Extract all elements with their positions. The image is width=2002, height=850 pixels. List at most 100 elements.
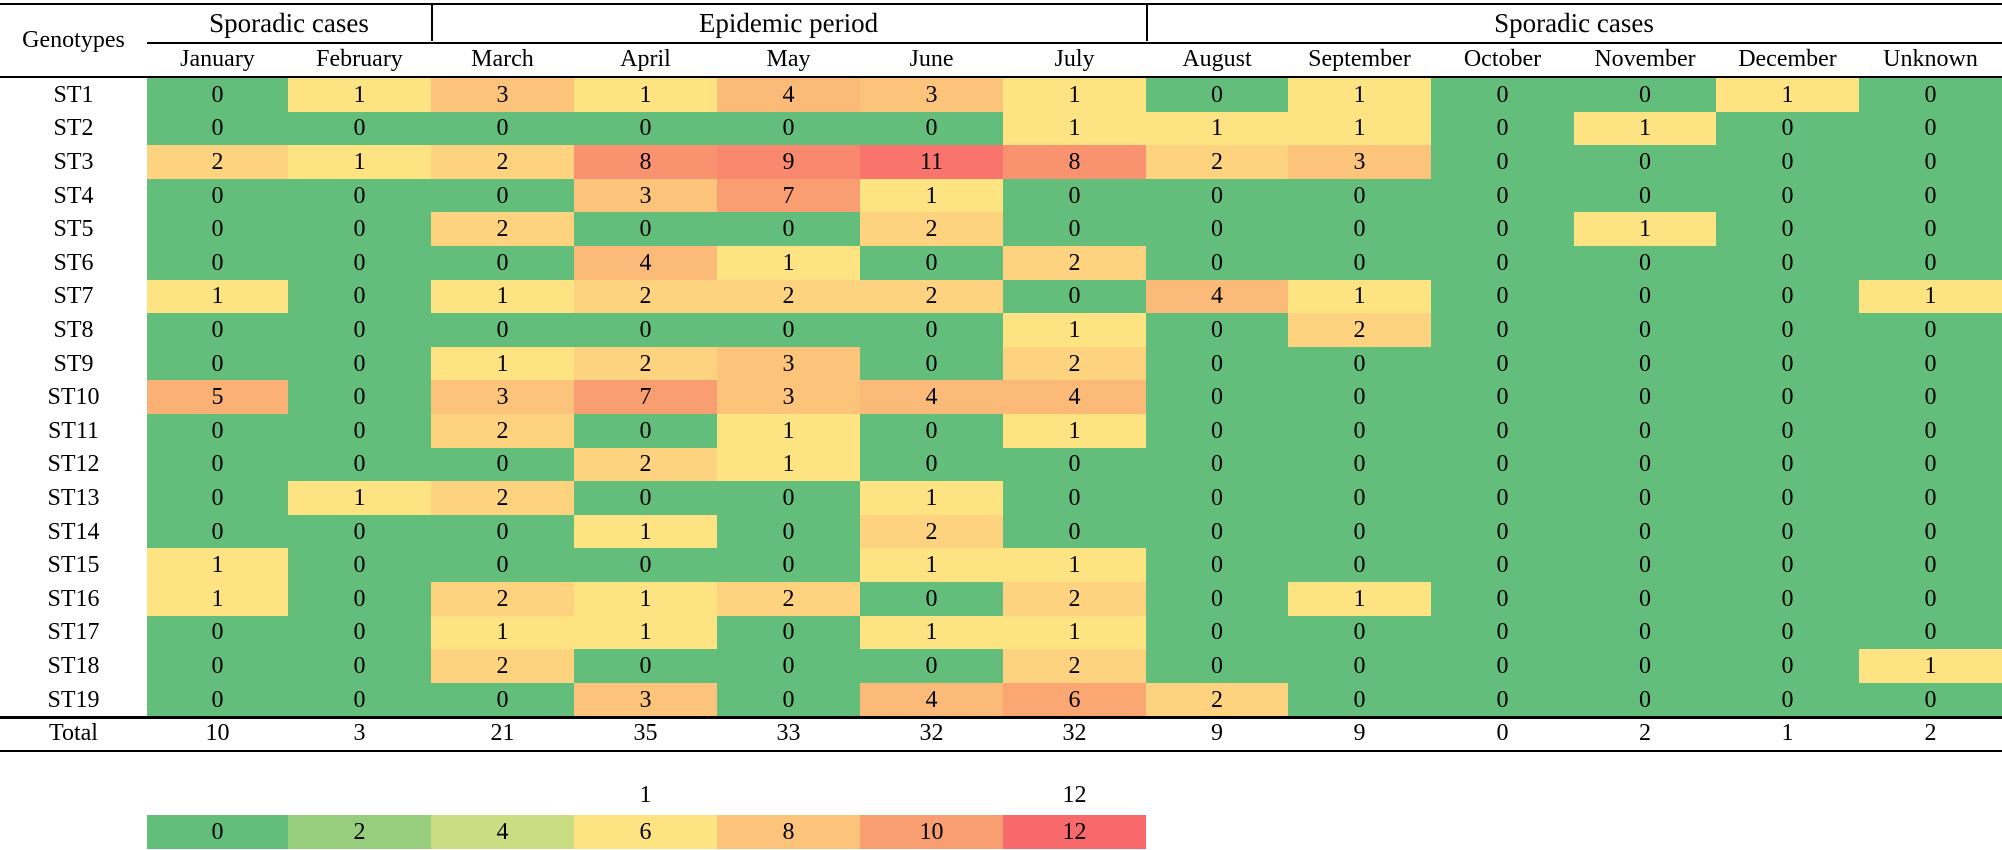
legend-swatch: 2 (288, 815, 431, 849)
heatmap-cell: 0 (431, 514, 574, 549)
heatmap-cell: 0 (1003, 481, 1146, 515)
heatmap-cell: 0 (288, 682, 431, 717)
heatmap-cell: 0 (1431, 548, 1574, 582)
heatmap-cell: 0 (147, 414, 288, 448)
heatmap-cell: 3 (574, 682, 717, 717)
heatmap-cell: 0 (1288, 649, 1431, 683)
heatmap-cell: 0 (1431, 649, 1574, 683)
total-value: 32 (919, 720, 944, 747)
heatmap-cell: 0 (1716, 447, 1859, 482)
heatmap-cell: 1 (860, 615, 1003, 650)
heatmap-cell: 0 (1003, 212, 1146, 246)
total-value: 35 (633, 720, 658, 747)
heatmap-cell: 0 (574, 212, 717, 246)
heatmap-cell: 0 (860, 414, 1003, 448)
row-label-st13: ST13 (47, 484, 100, 511)
heatmap-cell: 0 (1574, 615, 1716, 650)
heatmap-cell: 2 (860, 279, 1003, 314)
heatmap-cell: 0 (1146, 514, 1288, 549)
heatmap-cell: 0 (1288, 682, 1431, 717)
heatmap-cell: 0 (1574, 447, 1716, 482)
heatmap-cell: 0 (1859, 246, 2002, 280)
heatmap-cell: 0 (288, 514, 431, 549)
heatmap-cell: 0 (1859, 380, 2002, 414)
heatmap-cell: 0 (860, 313, 1003, 347)
heatmap-cell: 0 (1574, 481, 1716, 515)
heatmap-cell: 0 (1716, 582, 1859, 616)
row-label-st7: ST7 (53, 283, 94, 310)
heatmap-cell: 0 (147, 246, 288, 280)
heatmap-cell: 0 (147, 212, 288, 246)
heatmap-cell: 1 (288, 145, 431, 179)
month-header-january: January (180, 46, 255, 72)
heatmap-cell: 0 (1288, 246, 1431, 280)
heatmap-cell: 1 (1003, 78, 1146, 112)
heatmap-cell: 0 (717, 682, 860, 717)
heatmap-cell: 0 (431, 246, 574, 280)
month-header-unknown: Unknown (1883, 46, 1978, 72)
heatmap-cell: 1 (717, 447, 860, 482)
heatmap-cell: 1 (717, 414, 860, 448)
heatmap-cell: 0 (1146, 548, 1288, 582)
heatmap-cell: 2 (717, 582, 860, 616)
heatmap-cell: 0 (860, 582, 1003, 616)
heatmap-cell: 4 (860, 380, 1003, 414)
heatmap-cell: 0 (1431, 481, 1574, 515)
heatmap-cell: 0 (1288, 380, 1431, 414)
heatmap-cell: 0 (574, 111, 717, 146)
heatmap-cell: 0 (1716, 145, 1859, 179)
heatmap-cell: 0 (147, 615, 288, 650)
heatmap-cell: 0 (1859, 111, 2002, 146)
heatmap-cell: 0 (1431, 346, 1574, 381)
heatmap-cell: 0 (147, 649, 288, 683)
header-bottom-rule (0, 76, 2002, 78)
heatmap-cell: 0 (1288, 481, 1431, 515)
table-bottom-rule (0, 750, 2002, 753)
row-label-st3: ST3 (53, 148, 94, 175)
heatmap-cell: 0 (1859, 481, 2002, 515)
heatmap-cell: 0 (717, 615, 860, 650)
heatmap-cell: 1 (574, 582, 717, 616)
heatmap-cell: 0 (147, 682, 288, 717)
heatmap-cell: 1 (288, 481, 431, 515)
legend-swatch: 10 (860, 815, 1003, 849)
legend-swatch: 4 (431, 815, 574, 849)
legend-swatch: 6 (574, 815, 717, 849)
heatmap-cell: 0 (860, 447, 1003, 482)
total-value: 2 (1924, 720, 1937, 747)
row-label-st17: ST17 (47, 619, 100, 646)
month-header-november: November (1594, 46, 1696, 72)
heatmap-cell: 0 (1146, 582, 1288, 616)
heatmap-cell: 0 (574, 481, 717, 515)
heatmap-cell: 0 (1431, 615, 1574, 650)
heatmap-cell: 0 (574, 548, 717, 582)
heatmap-cell: 0 (1431, 313, 1574, 347)
heatmap-cell: 2 (431, 145, 574, 179)
heatmap-cell: 2 (431, 481, 574, 515)
heatmap-cell: 0 (1146, 313, 1288, 347)
month-header-december: December (1738, 46, 1837, 72)
row-label-st2: ST2 (53, 115, 94, 142)
heatmap-cell: 0 (1574, 78, 1716, 112)
heatmap-cell: 0 (431, 178, 574, 213)
row-label-st16: ST16 (47, 585, 100, 612)
heatmap-cell: 1 (860, 548, 1003, 582)
heatmap-cell: 2 (1146, 145, 1288, 179)
heatmap-cell: 0 (1716, 380, 1859, 414)
group-underline (147, 42, 2002, 44)
heatmap-cell: 0 (1859, 514, 2002, 549)
heatmap-cell: 2 (431, 212, 574, 246)
heatmap-cell: 2 (574, 447, 717, 482)
heatmap-cell: 0 (1574, 246, 1716, 280)
heatmap-cell: 0 (1859, 447, 2002, 482)
heatmap-cell: 5 (147, 380, 288, 414)
heatmap-cell: 0 (1574, 279, 1716, 314)
heatmap-cell: 0 (1288, 514, 1431, 549)
heatmap-cell: 0 (717, 212, 860, 246)
heatmap-cell: 0 (288, 548, 431, 582)
row-label-st9: ST9 (53, 350, 94, 377)
legend-top-label: 12 (1062, 782, 1087, 808)
row-label-st6: ST6 (53, 249, 94, 276)
row-header-genotypes: Genotypes (22, 27, 125, 53)
